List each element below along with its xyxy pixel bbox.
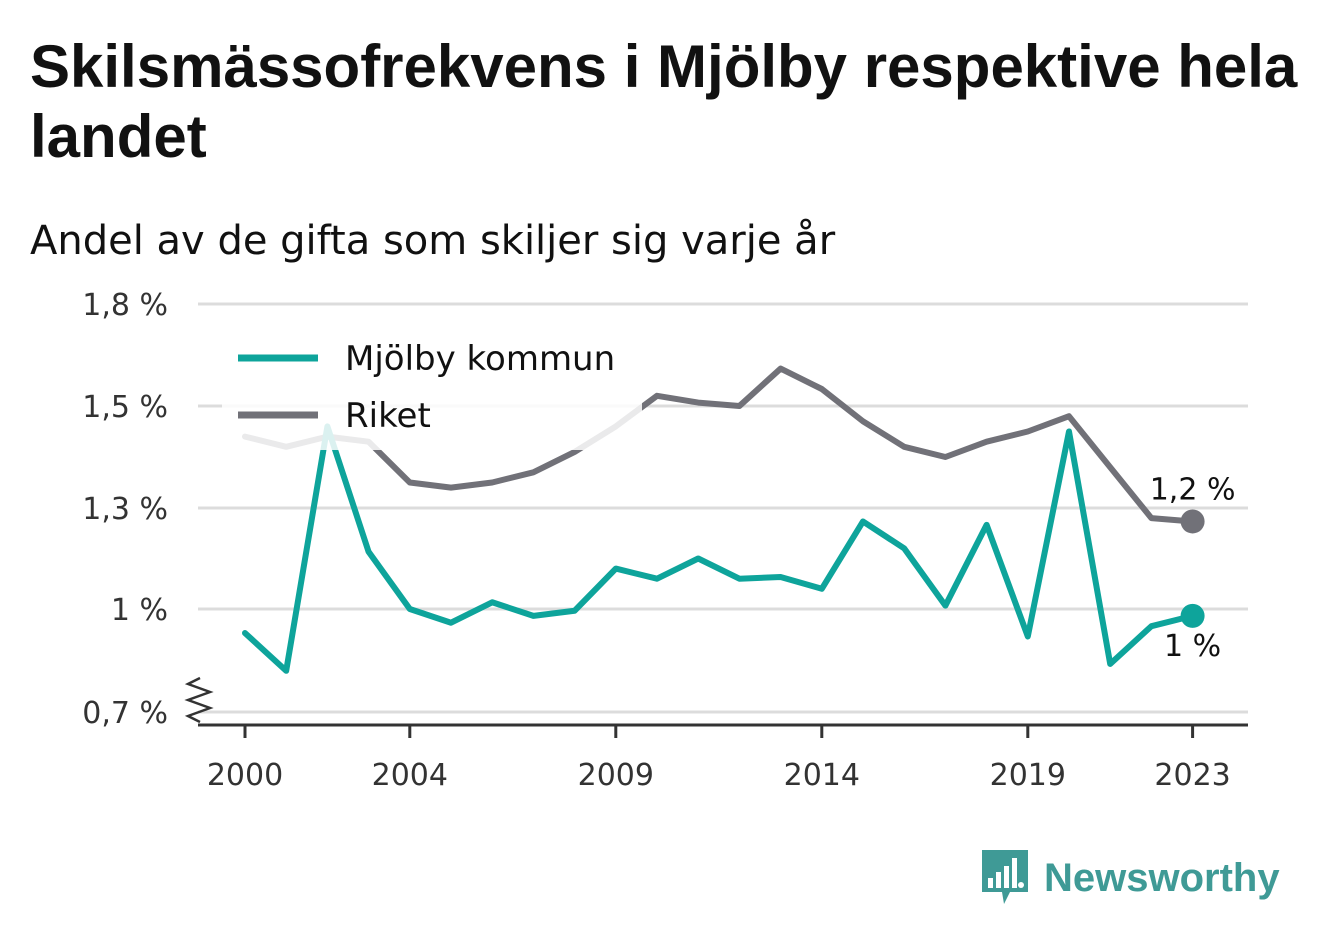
x-axis-ticks: 2000 2004 2009 2014 2019 2023: [207, 725, 1231, 793]
end-markers: 1,2 % 1 %: [1150, 472, 1236, 663]
x-tick-label: 2019: [990, 758, 1066, 793]
y-tick-label: 0,7 %: [82, 696, 168, 731]
x-tick-label: 2014: [784, 758, 860, 793]
x-tick-label: 2004: [372, 758, 448, 793]
end-point: [1180, 603, 1205, 628]
x-tick-label: 2023: [1154, 758, 1230, 793]
bar-chart-icon: [982, 850, 1028, 904]
end-value-label: 1,2 %: [1150, 472, 1236, 507]
series-line: [242, 423, 1196, 674]
axis-break-icon: [184, 676, 214, 724]
series-line: [242, 365, 1196, 525]
brand-name: Newsworthy: [1044, 855, 1280, 900]
x-tick-label: 2009: [578, 758, 654, 793]
y-axis-ticks: 0,7 % 1 % 1,3 % 1,5 % 1,8 %: [82, 288, 168, 731]
y-tick-label: 1 %: [111, 593, 168, 628]
newsworthy-logo: Newsworthy: [980, 848, 1280, 908]
y-tick-label: 1,5 %: [82, 390, 168, 425]
legend-label: Riket: [345, 396, 431, 436]
series-lines: [242, 365, 1196, 674]
y-tick-label: 1,8 %: [82, 288, 168, 323]
end-value-label: 1 %: [1164, 629, 1221, 664]
legend-label: Mjölby kommun: [345, 339, 615, 379]
end-point: [1180, 509, 1205, 534]
legend-background: [222, 330, 642, 450]
legend: Mjölby kommun Riket: [222, 330, 642, 450]
x-tick-label: 2000: [207, 758, 283, 793]
y-tick-label: 1,3 %: [82, 492, 168, 527]
x-axis: [184, 676, 1248, 727]
chart-subtitle: Andel av de gifta som skiljer sig varje …: [30, 218, 836, 264]
chart-title: Skilsmässofrekvens i Mjölby respektive h…: [30, 33, 1298, 170]
